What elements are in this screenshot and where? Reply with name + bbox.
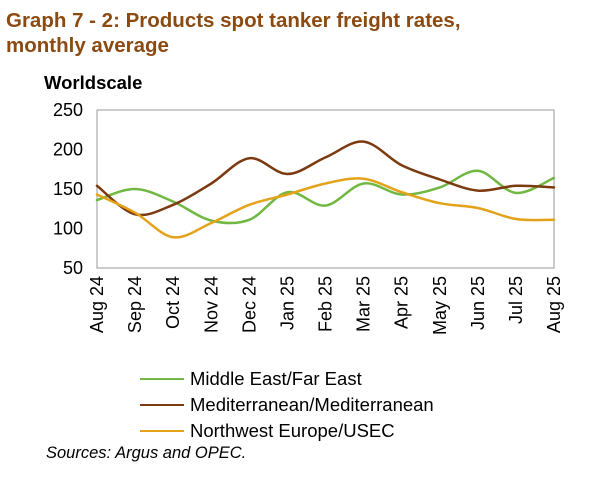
x-tick-label: Jun 25 bbox=[468, 276, 488, 330]
legend-label: Mediterranean/Mediterranean bbox=[190, 394, 434, 415]
y-tick-label: 150 bbox=[53, 179, 83, 199]
plot-area-frame bbox=[96, 109, 555, 269]
y-tick-label: 50 bbox=[63, 258, 83, 278]
x-tick-label: Mar 25 bbox=[354, 276, 374, 332]
source-note: Sources: Argus and OPEC. bbox=[46, 444, 247, 462]
x-tick-label: Sep 24 bbox=[125, 276, 145, 333]
chart-title: Graph 7 - 2: Products spot tanker freigh… bbox=[6, 8, 586, 58]
x-tick-label: Oct 24 bbox=[163, 276, 183, 329]
series-line-mediterranean bbox=[95, 140, 556, 217]
y-tick-label: 250 bbox=[53, 100, 83, 120]
y-tick-label: 100 bbox=[53, 219, 83, 239]
legend-label: Middle East/Far East bbox=[190, 368, 362, 389]
legend-label: Northwest Europe/USEC bbox=[190, 420, 395, 441]
x-tick-label: Feb 25 bbox=[316, 276, 336, 332]
legend-item-northwest-europe: Northwest Europe/USEC bbox=[140, 418, 434, 444]
x-tick-label: Jan 25 bbox=[277, 276, 297, 330]
chart-title-line-1: Graph 7 - 2: Products spot tanker freigh… bbox=[6, 9, 461, 32]
series-line-northwest-europe-usec bbox=[95, 177, 556, 239]
x-tick-label: Apr 25 bbox=[392, 276, 412, 329]
x-tick-label: May 25 bbox=[430, 276, 450, 335]
y-tick-label: 200 bbox=[53, 140, 83, 160]
series-line-middle-east-far-east bbox=[95, 169, 556, 225]
x-tick-label: Nov 24 bbox=[201, 276, 221, 333]
x-tick-label: Dec 24 bbox=[239, 276, 259, 333]
x-tick-label: Jul 25 bbox=[506, 276, 526, 324]
legend-item-mediterranean: Mediterranean/Mediterranean bbox=[140, 392, 434, 418]
x-tick-label: Aug 24 bbox=[87, 276, 107, 333]
legend-swatch bbox=[140, 404, 184, 406]
chart-title-line-2: monthly average bbox=[6, 34, 169, 57]
legend: Middle East/Far East Mediterranean/Medit… bbox=[140, 366, 434, 444]
legend-item-middle-east: Middle East/Far East bbox=[140, 366, 434, 392]
legend-swatch bbox=[140, 378, 184, 380]
x-tick-label: Aug 25 bbox=[544, 276, 564, 333]
y-axis-label: Worldscale bbox=[44, 72, 143, 93]
legend-swatch bbox=[140, 430, 184, 432]
